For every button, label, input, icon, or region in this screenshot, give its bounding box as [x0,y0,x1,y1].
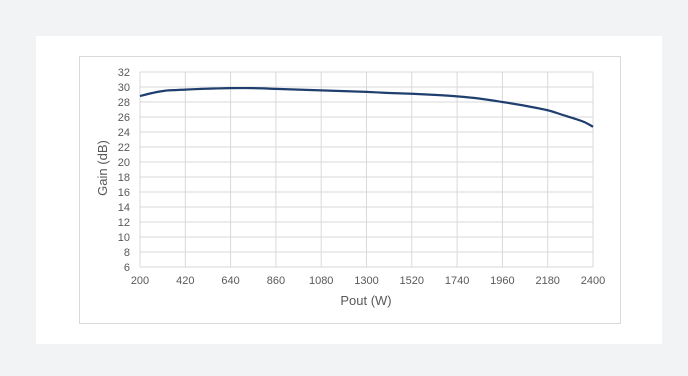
y-tick-label: 28 [118,97,130,109]
gain-series-line [139,86,594,128]
x-tick-label: 860 [267,275,285,287]
x-tick-label: 1960 [490,275,514,287]
y-tick-label: 16 [118,187,130,199]
gridlines [139,71,594,268]
y-tick-label: 26 [118,112,130,124]
x-tick-label: 1520 [400,275,424,287]
x-tick-labels: 200 420 640 860 1080 1300 1520 1740 1960 2180 2400 [131,275,605,287]
y-tick-label: 10 [118,232,130,244]
y-axis-label: Gain (dB) [95,140,110,196]
y-tick-label: 22 [118,142,130,154]
y-tick-label: 24 [118,127,130,139]
series-layer [139,86,594,128]
x-tick-label: 640 [221,275,239,287]
y-tick-label: 30 [118,82,130,94]
x-tick-label: 200 [131,275,149,287]
x-tick-label: 2180 [535,275,559,287]
x-axis-label: Pout (W) [340,293,391,308]
x-tick-label: 1300 [354,275,378,287]
x-tick-label: 1080 [309,275,333,287]
x-tick-label: 1740 [445,275,469,287]
y-tick-label: 6 [124,262,130,274]
y-tick-label: 12 [118,217,130,229]
x-tick-label: 2400 [581,275,605,287]
y-tick-label: 8 [124,247,130,259]
chart-frame [79,56,621,324]
y-tick-label: 32 [118,67,130,79]
y-tick-labels: 6 8 10 12 14 16 18 20 22 24 26 28 30 32 [118,67,130,274]
x-tick-label: 420 [176,275,194,287]
y-tick-label: 20 [118,157,130,169]
y-tick-label: 18 [118,172,130,184]
y-tick-label: 14 [118,202,130,214]
